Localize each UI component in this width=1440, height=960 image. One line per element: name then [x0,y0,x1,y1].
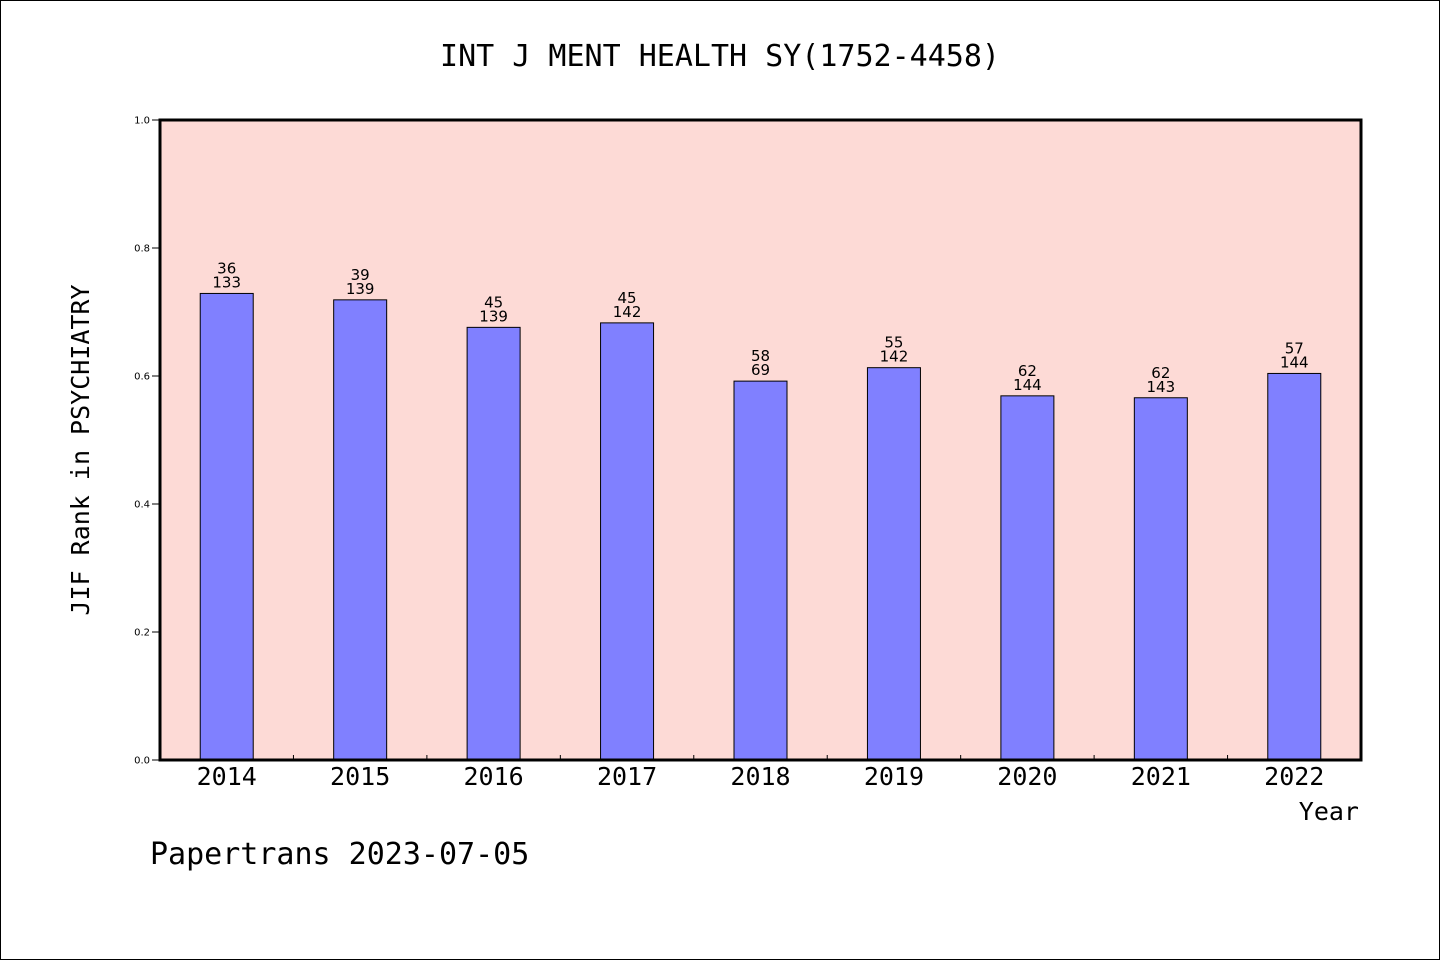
bar-label-total-2022: 144 [1280,353,1309,371]
x-tick-label: 2015 [330,762,390,791]
bar-2022 [1267,372,1322,761]
bar-label-total-2018: 69 [751,361,770,379]
x-tick-label: 2018 [730,762,790,791]
bar-label-rank-2014: 36 [217,259,236,277]
bar-label-total-2014: 133 [212,273,241,291]
chart-title: INT J MENT HEALTH SY(1752-4458) [440,39,1000,74]
bar-2021 [1133,397,1188,761]
bar-label-rank-2018: 58 [751,347,770,365]
y-axis-label: JIF Rank in PSYCHIATRY [66,284,95,615]
bar-2017 [600,322,655,761]
bar-2018 [733,380,788,761]
bar-label-rank-2017: 45 [618,289,637,307]
plot-border [158,118,1363,762]
y-tick-label: 0.4 [134,500,150,511]
y-tick-label: 1.0 [134,116,150,127]
bar-label-rank-2016: 45 [484,293,503,311]
bar-label-rank-2021: 62 [1151,364,1170,382]
bar-label-rank-2022: 57 [1285,339,1304,357]
bar-label-rank-2019: 55 [884,334,903,352]
bar-label-total-2019: 142 [880,348,909,366]
x-axis-label: Year [1299,797,1359,826]
bar-label-rank-2020: 62 [1018,362,1037,380]
y-axis: 0.0 0.2 0.4 0.6 0.8 1.0 [134,116,160,767]
bars [199,292,1322,761]
y-tick-label: 0.2 [134,628,150,639]
y-tick-label: 0.0 [134,756,150,767]
x-tick-label: 2017 [597,762,657,791]
x-tick-label: 2022 [1264,762,1324,791]
bar-2014 [199,292,254,761]
bar-2019 [866,367,921,761]
x-tick-label: 2021 [1131,762,1191,791]
x-tick-label: 2019 [864,762,924,791]
bar-2015 [333,299,388,761]
x-axis: 2014 2015 2016 2017 2018 2019 2020 2021 2022 [197,755,1324,791]
bar-label-total-2015: 139 [346,280,375,298]
x-tick-label: 2014 [197,762,257,791]
bar-2020 [1000,395,1055,761]
y-tick-label: 0.8 [134,244,150,255]
bar-label-rank-2015: 39 [351,266,370,284]
bar-label-total-2017: 142 [613,303,642,321]
footer-text: Papertrans 2023-07-05 [150,837,529,872]
bar-label-total-2016: 139 [479,307,508,325]
y-tick-label: 0.6 [134,372,150,383]
x-tick-label: 2020 [997,762,1057,791]
x-tick-label: 2016 [464,762,524,791]
bar-2016 [466,326,521,761]
bar-label-total-2020: 144 [1013,376,1042,394]
bar-label-total-2021: 143 [1147,378,1176,396]
